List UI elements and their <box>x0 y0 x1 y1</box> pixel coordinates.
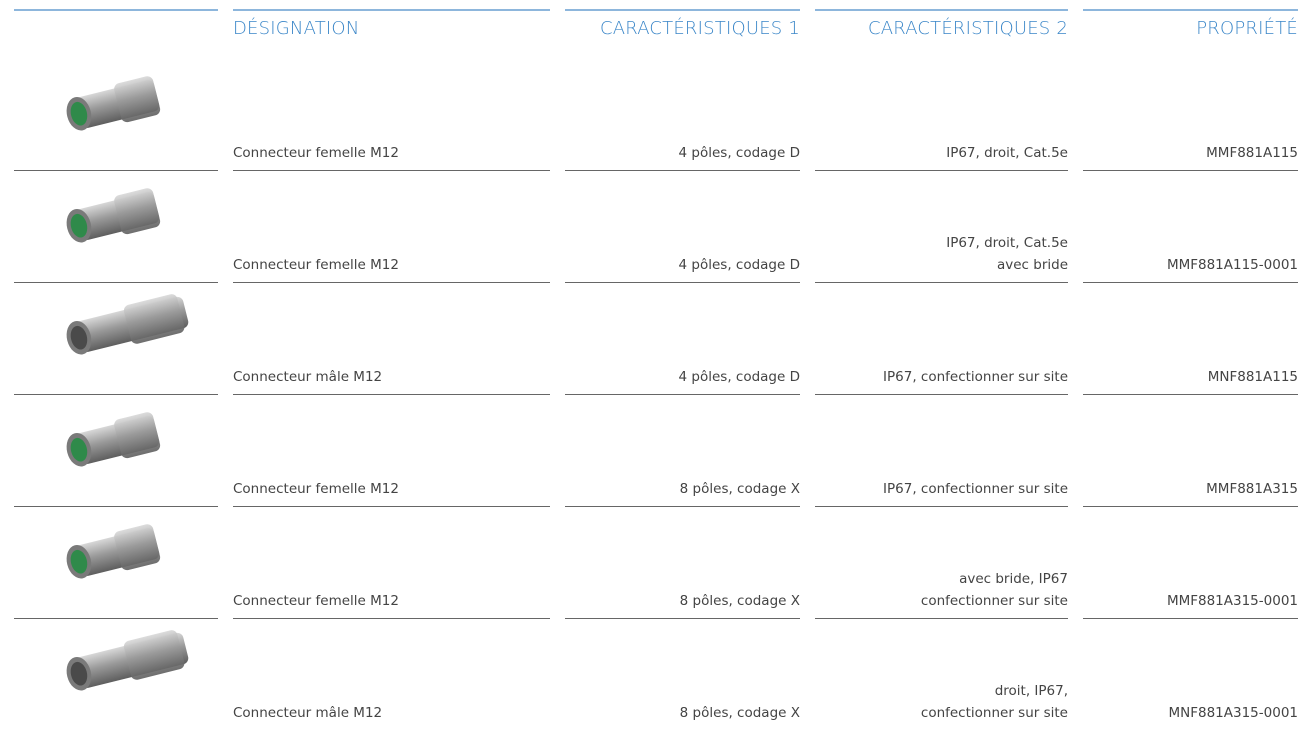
header-rule <box>1083 9 1298 11</box>
cell-text: 4 pôles, codage D <box>678 145 800 161</box>
row-rule <box>565 618 800 619</box>
cell-text: IP67, confectionner sur site <box>883 369 1068 385</box>
product-image <box>66 188 161 243</box>
cell-text: Connecteur femelle M12 <box>233 257 399 273</box>
header-rule <box>815 9 1068 11</box>
cell-text: MNF881A315-0001 <box>1168 705 1298 721</box>
row-rule <box>233 394 550 395</box>
row-rule <box>1083 170 1298 171</box>
cell-text: avec bride <box>996 257 1068 273</box>
cell-text: IP67, droit, Cat.5e <box>946 145 1068 161</box>
cell-text: MMF881A115 <box>1206 145 1298 161</box>
row-rule <box>1083 282 1298 283</box>
row-rule <box>233 618 550 619</box>
cell-text: 4 pôles, codage D <box>678 257 800 273</box>
product-image <box>66 76 161 131</box>
row-rule <box>233 506 550 507</box>
row-rule <box>565 170 800 171</box>
row-rule <box>815 282 1068 283</box>
cell-text: MMF881A315-0001 <box>1166 593 1298 609</box>
product-image <box>66 524 161 579</box>
row-rule <box>1083 394 1298 395</box>
row-rule <box>565 394 800 395</box>
cell-text: Connecteur femelle M12 <box>233 145 399 161</box>
row-rule <box>14 282 218 283</box>
row-rule <box>565 506 800 507</box>
product-image <box>66 630 189 691</box>
header-rule <box>565 9 800 11</box>
cell-text: IP67, droit, Cat.5e <box>946 235 1068 251</box>
row-rule <box>14 506 218 507</box>
row-rule <box>233 170 550 171</box>
row-rule <box>14 394 218 395</box>
row-rule <box>233 282 550 283</box>
cell-text: 8 pôles, codage X <box>679 481 800 497</box>
cell-text: Connecteur femelle M12 <box>233 593 399 609</box>
row-rule <box>1083 618 1298 619</box>
cell-text: MMF881A115-0001 <box>1166 257 1298 273</box>
header-rule <box>14 9 218 11</box>
row-rule <box>815 170 1068 171</box>
row-rule <box>565 282 800 283</box>
column-header: CARACTÉRISTIQUES 2 <box>867 18 1068 39</box>
row-rule <box>1083 506 1298 507</box>
cell-text: 8 pôles, codage X <box>679 705 800 721</box>
cell-text: droit, IP67, <box>994 683 1068 699</box>
cell-text: MMF881A315 <box>1206 481 1298 497</box>
column-header: CARACTÉRISTIQUES 1 <box>599 18 800 39</box>
row-rule <box>14 170 218 171</box>
column-header: DÉSIGNATION <box>233 18 360 39</box>
cell-text: Connecteur mâle M12 <box>233 705 383 721</box>
cell-text: Connecteur femelle M12 <box>233 481 399 497</box>
column-header: PROPRIÉTÉ <box>1196 18 1298 39</box>
cell-text: avec bride, IP67 <box>959 571 1068 587</box>
row-rule <box>815 394 1068 395</box>
cell-text: 4 pôles, codage D <box>678 369 800 385</box>
header-rule <box>233 9 550 11</box>
row-rule <box>14 618 218 619</box>
cell-text: confectionner sur site <box>920 705 1068 721</box>
product-image <box>66 412 161 467</box>
cell-text: MNF881A115 <box>1207 369 1298 385</box>
cell-text: confectionner sur site <box>920 593 1068 609</box>
row-rule <box>815 506 1068 507</box>
product-image <box>66 294 189 355</box>
cell-text: Connecteur mâle M12 <box>233 369 383 385</box>
row-rule <box>815 618 1068 619</box>
cell-text: 8 pôles, codage X <box>679 593 800 609</box>
cell-text: IP67, confectionner sur site <box>883 481 1068 497</box>
